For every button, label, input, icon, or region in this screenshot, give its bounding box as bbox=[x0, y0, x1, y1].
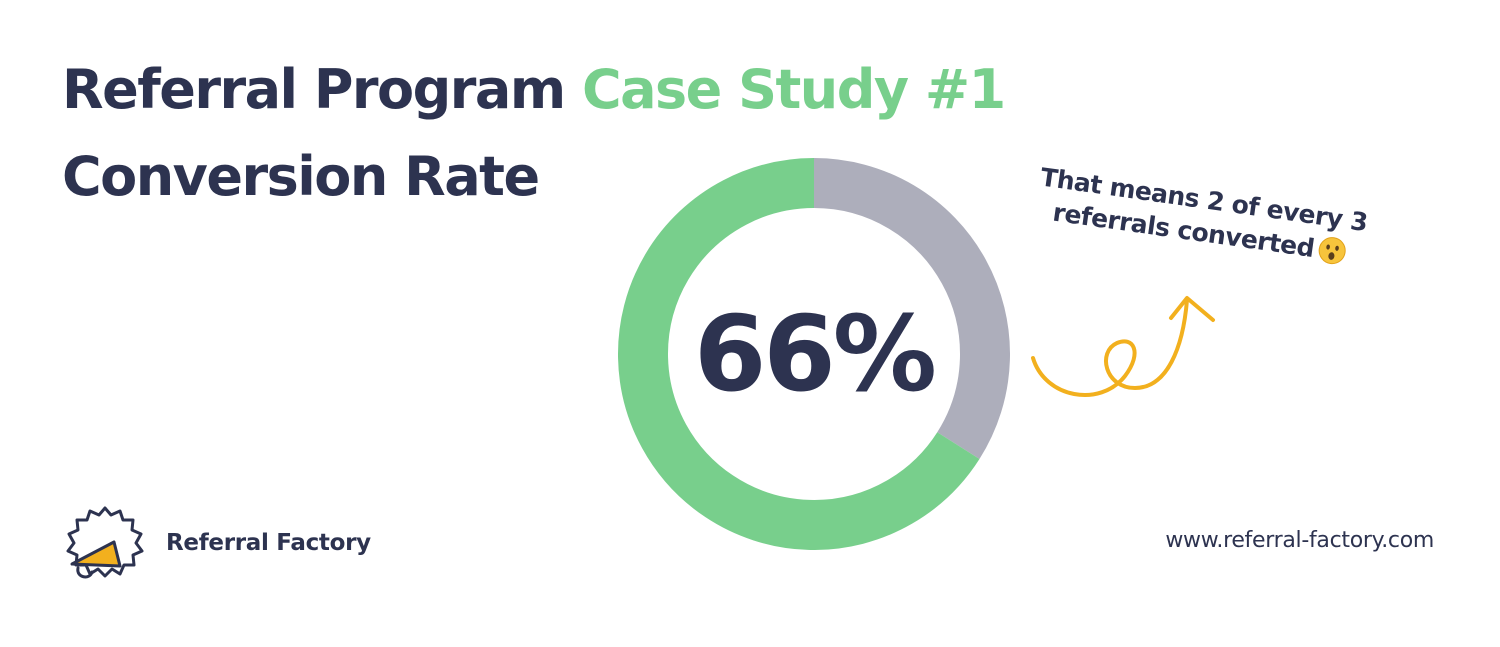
astonished-face-icon bbox=[1318, 236, 1346, 264]
megaphone-badge-icon bbox=[66, 506, 144, 579]
curly-arrow-icon bbox=[1031, 296, 1215, 397]
donut-chart bbox=[618, 158, 1010, 550]
annotation-line-2-wrap: referrals converted bbox=[1009, 190, 1390, 275]
donut-slice-converted bbox=[618, 158, 980, 550]
annotation-note: That means 2 of every 3 referrals conver… bbox=[1009, 158, 1394, 275]
page-title-line-1: Referral Program Case Study #1 bbox=[62, 63, 1006, 117]
page-title-line-2: Conversion Rate bbox=[62, 145, 540, 208]
donut-slice-remaining bbox=[813, 158, 1010, 459]
brand-name: Referral Factory bbox=[166, 530, 371, 556]
donut-center-value: 66% bbox=[694, 293, 937, 415]
title-main-text: Referral Program bbox=[62, 58, 582, 121]
website-url: www.referral-factory.com bbox=[1165, 528, 1434, 553]
brand: Referral Factory bbox=[62, 502, 371, 584]
title-accent-text: Case Study #1 bbox=[581, 58, 1006, 121]
